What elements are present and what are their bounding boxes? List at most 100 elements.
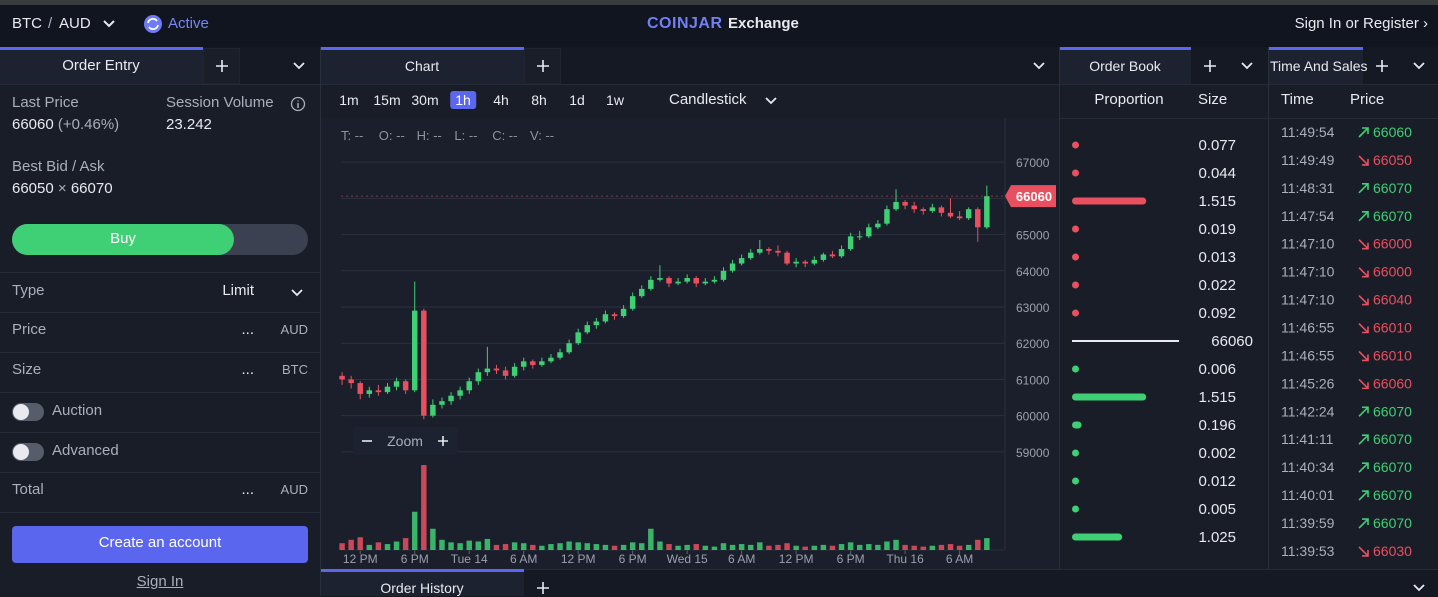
label: Price bbox=[12, 321, 47, 338]
tab-label[interactable]: Order History bbox=[380, 580, 464, 596]
trade-time: 11:39:59 bbox=[1281, 515, 1335, 531]
proportion-bar bbox=[1072, 365, 1079, 373]
pair-chevron[interactable] bbox=[102, 19, 116, 29]
candle-body bbox=[639, 288, 645, 297]
pair-separator: / bbox=[48, 15, 53, 32]
proportion-bar bbox=[1072, 393, 1147, 401]
tab[interactable] bbox=[321, 569, 524, 596]
trade-price: 66070 bbox=[1373, 459, 1412, 475]
candle-body bbox=[965, 209, 972, 219]
sign-in-link[interactable]: Sign In bbox=[136, 573, 184, 590]
interval-button[interactable]: 30m bbox=[411, 92, 439, 108]
window-strip bbox=[0, 0, 1438, 5]
total-input[interactable]: ... bbox=[241, 481, 254, 498]
y-tick-label: 59000 bbox=[1016, 446, 1050, 460]
arrow-up bbox=[1358, 210, 1369, 222]
times: × bbox=[57, 180, 67, 197]
candle-body bbox=[838, 249, 845, 257]
size: 1.515 bbox=[1198, 193, 1236, 210]
interval-button[interactable]: 1w bbox=[606, 92, 624, 108]
pair-quote[interactable]: AUD bbox=[59, 15, 91, 32]
panel-chevron[interactable] bbox=[292, 61, 306, 71]
zoom-in[interactable] bbox=[435, 433, 451, 449]
trade-price: 66060 bbox=[1373, 124, 1412, 140]
sign-in-register[interactable]: Sign In or Register › bbox=[1294, 15, 1428, 32]
panel-chevron[interactable] bbox=[1240, 61, 1254, 71]
candle-body bbox=[811, 259, 818, 264]
zoom-out[interactable] bbox=[359, 433, 375, 449]
tab[interactable] bbox=[321, 47, 524, 84]
create-account-button[interactable] bbox=[12, 526, 308, 563]
volume-bar bbox=[375, 542, 382, 550]
buy-button[interactable] bbox=[12, 224, 234, 255]
x-tick-label: 6 AM bbox=[510, 552, 537, 566]
type-chevron[interactable] bbox=[290, 288, 304, 298]
tab[interactable] bbox=[0, 47, 203, 84]
volume-bar bbox=[938, 544, 945, 550]
tab-label[interactable]: Time And Sales bbox=[1270, 58, 1368, 74]
column-header: Price bbox=[1350, 91, 1385, 108]
size: 0.006 bbox=[1198, 361, 1236, 378]
add-tab[interactable] bbox=[535, 580, 551, 596]
volume-bar bbox=[366, 544, 373, 550]
separator bbox=[1269, 118, 1438, 119]
tab-label[interactable]: Chart bbox=[404, 58, 440, 74]
auction-toggle[interactable] bbox=[12, 403, 44, 421]
ohlc-legend: V: -- bbox=[530, 128, 554, 143]
unit: AUD bbox=[280, 322, 308, 337]
tab[interactable] bbox=[1269, 47, 1363, 84]
volume-bar bbox=[902, 544, 908, 550]
style-chevron[interactable] bbox=[764, 96, 778, 106]
separator bbox=[0, 472, 320, 473]
pair-base[interactable]: BTC bbox=[12, 15, 42, 32]
toggle-knob bbox=[13, 404, 29, 420]
chart-style[interactable]: Candlestick bbox=[669, 91, 747, 108]
add-tab[interactable] bbox=[1191, 48, 1228, 84]
info-icon[interactable] bbox=[290, 96, 306, 112]
candle-body bbox=[875, 223, 881, 228]
tab-label[interactable]: Order Book bbox=[1089, 58, 1161, 74]
volume-bar bbox=[711, 546, 718, 550]
volume-bar bbox=[421, 465, 427, 550]
advanced-toggle[interactable] bbox=[12, 443, 44, 461]
x-tick-label: Tue 14 bbox=[451, 552, 488, 566]
price-input[interactable]: ... bbox=[241, 321, 254, 338]
add-tab[interactable] bbox=[1363, 48, 1400, 84]
volume-bar bbox=[484, 538, 491, 550]
order-type[interactable]: Limit bbox=[222, 282, 254, 299]
trade-time: 11:41:11 bbox=[1281, 431, 1334, 447]
size: 1.515 bbox=[1198, 389, 1236, 406]
arrow-up bbox=[1358, 434, 1369, 445]
tab[interactable] bbox=[1060, 47, 1191, 84]
add-tab[interactable] bbox=[524, 48, 561, 84]
interval-button[interactable]: 4h bbox=[493, 92, 509, 108]
separator bbox=[0, 392, 320, 393]
x-tick-label: 12 PM bbox=[561, 552, 596, 566]
trade-price: 66070 bbox=[1373, 431, 1412, 447]
candle-body bbox=[911, 205, 917, 210]
arrow-down bbox=[1358, 546, 1369, 557]
interval-button[interactable]: 8h bbox=[531, 92, 547, 108]
bid: 66050 bbox=[12, 180, 54, 197]
trade-time: 11:42:24 bbox=[1281, 403, 1335, 419]
tab-label[interactable]: Order Entry bbox=[62, 57, 140, 74]
tab-bar bbox=[321, 47, 1059, 85]
interval-button[interactable]: 1m bbox=[339, 92, 359, 108]
size-input[interactable]: ... bbox=[241, 361, 254, 378]
brand-product: Exchange bbox=[728, 15, 799, 32]
candle-body bbox=[684, 278, 690, 282]
order-book: 0.077 0.044 1.515 0.019 0.013 0.022 0.092 66060… bbox=[1072, 137, 1253, 546]
separator bbox=[1060, 118, 1268, 119]
brand: COINJAR bbox=[647, 15, 723, 32]
add-tab[interactable] bbox=[203, 48, 240, 84]
buy-label[interactable]: Buy bbox=[110, 230, 136, 247]
interval-button[interactable]: 15m bbox=[373, 92, 401, 108]
label: Size bbox=[12, 361, 42, 378]
panel-chevron[interactable] bbox=[1412, 61, 1426, 71]
interval-button[interactable]: 1h bbox=[450, 91, 476, 109]
interval-button[interactable]: 1d bbox=[569, 92, 585, 108]
panel-chevron[interactable] bbox=[1412, 583, 1426, 593]
panel-chevron[interactable] bbox=[1032, 61, 1046, 71]
create-account-label[interactable]: Create an account bbox=[98, 534, 222, 551]
